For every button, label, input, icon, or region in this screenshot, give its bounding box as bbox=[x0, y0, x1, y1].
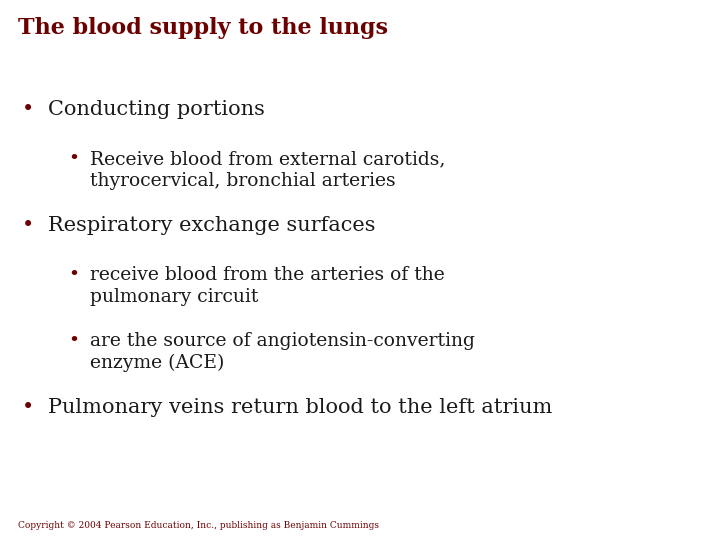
Text: Copyright © 2004 Pearson Education, Inc., publishing as Benjamin Cummings: Copyright © 2004 Pearson Education, Inc.… bbox=[18, 521, 379, 530]
Text: Conducting portions: Conducting portions bbox=[48, 100, 265, 119]
Text: •: • bbox=[22, 216, 35, 235]
Text: •: • bbox=[68, 332, 79, 350]
Text: Respiratory exchange surfaces: Respiratory exchange surfaces bbox=[48, 216, 376, 235]
Text: are the source of angiotensin-converting
enzyme (ACE): are the source of angiotensin-converting… bbox=[90, 332, 475, 372]
Text: Receive blood from external carotids,
thyrocervical, bronchial arteries: Receive blood from external carotids, th… bbox=[90, 150, 446, 190]
Text: •: • bbox=[68, 266, 79, 284]
Text: receive blood from the arteries of the
pulmonary circuit: receive blood from the arteries of the p… bbox=[90, 266, 445, 306]
Text: •: • bbox=[22, 100, 35, 119]
Text: Pulmonary veins return blood to the left atrium: Pulmonary veins return blood to the left… bbox=[48, 398, 552, 417]
Text: The blood supply to the lungs: The blood supply to the lungs bbox=[18, 17, 388, 39]
Text: •: • bbox=[22, 398, 35, 417]
Text: •: • bbox=[68, 150, 79, 168]
